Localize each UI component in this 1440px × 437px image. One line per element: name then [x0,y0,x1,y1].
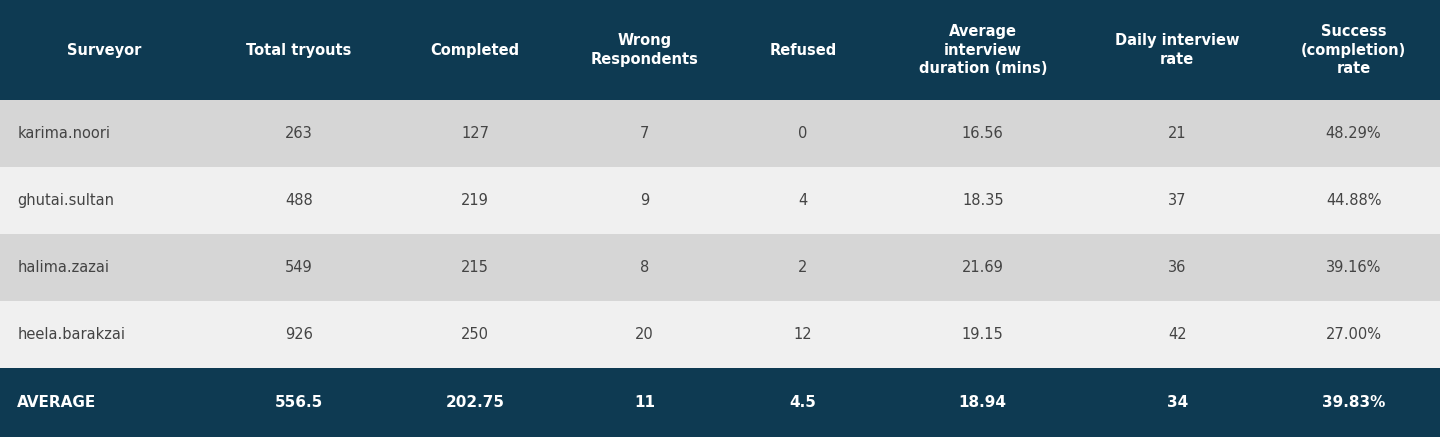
Text: 39.83%: 39.83% [1322,395,1385,410]
Text: 2: 2 [798,260,808,275]
Text: Total tryouts: Total tryouts [246,42,351,58]
Text: Success
(completion)
rate: Success (completion) rate [1300,24,1407,76]
Text: 926: 926 [285,327,312,342]
Text: Average
interview
duration (mins): Average interview duration (mins) [919,24,1047,76]
Text: 19.15: 19.15 [962,327,1004,342]
Text: 250: 250 [461,327,490,342]
Text: 21: 21 [1168,126,1187,141]
Bar [0,301,1440,368]
Text: 12: 12 [793,327,812,342]
Text: 16.56: 16.56 [962,126,1004,141]
Bar [0,368,1440,437]
Text: 9: 9 [639,193,649,208]
Bar [0,234,1440,301]
Bar [0,100,1440,167]
Text: Refused: Refused [769,42,837,58]
Text: karima.noori: karima.noori [17,126,111,141]
Text: 488: 488 [285,193,312,208]
Text: 4.5: 4.5 [789,395,816,410]
Text: 48.29%: 48.29% [1326,126,1381,141]
Text: 127: 127 [461,126,490,141]
Text: 27.00%: 27.00% [1326,327,1381,342]
Text: 4: 4 [798,193,808,208]
Text: 8: 8 [639,260,649,275]
Text: 37: 37 [1168,193,1187,208]
Text: 36: 36 [1168,260,1187,275]
Text: 202.75: 202.75 [446,395,504,410]
Text: heela.barakzai: heela.barakzai [17,327,125,342]
Text: 20: 20 [635,327,654,342]
Text: 18.94: 18.94 [959,395,1007,410]
Text: 0: 0 [798,126,808,141]
Text: halima.zazai: halima.zazai [17,260,109,275]
Text: 219: 219 [461,193,490,208]
Text: 44.88%: 44.88% [1326,193,1381,208]
Text: 34: 34 [1166,395,1188,410]
Text: 11: 11 [634,395,655,410]
Text: 42: 42 [1168,327,1187,342]
Bar [0,0,1440,100]
Text: ghutai.sultan: ghutai.sultan [17,193,114,208]
Text: Completed: Completed [431,42,520,58]
Text: AVERAGE: AVERAGE [17,395,96,410]
Text: 7: 7 [639,126,649,141]
Bar [0,167,1440,234]
Text: 39.16%: 39.16% [1326,260,1381,275]
Text: 556.5: 556.5 [275,395,323,410]
Text: 549: 549 [285,260,312,275]
Text: 215: 215 [461,260,490,275]
Text: Wrong
Respondents: Wrong Respondents [590,33,698,67]
Text: 18.35: 18.35 [962,193,1004,208]
Text: Daily interview
rate: Daily interview rate [1115,33,1240,67]
Text: Surveyor: Surveyor [68,42,141,58]
Text: 263: 263 [285,126,312,141]
Text: 21.69: 21.69 [962,260,1004,275]
